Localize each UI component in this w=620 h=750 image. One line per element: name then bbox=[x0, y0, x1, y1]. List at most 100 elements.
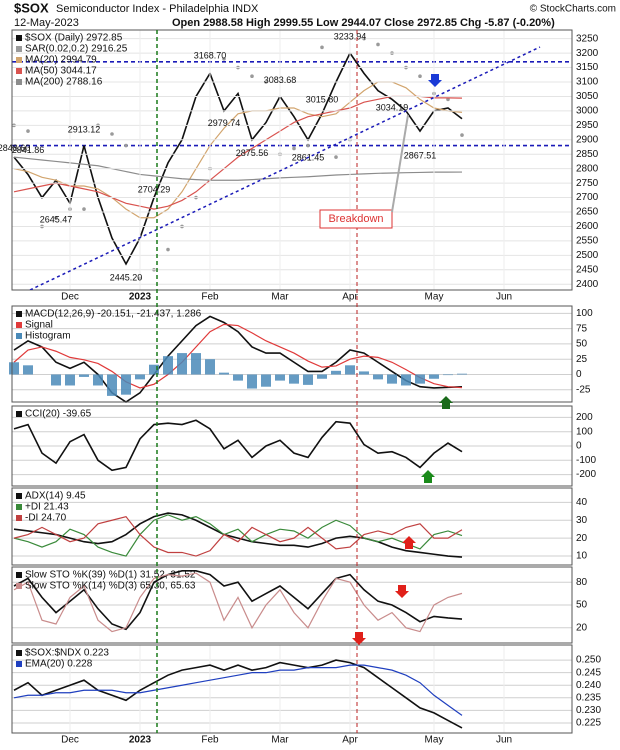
annotation: Breakdown bbox=[328, 213, 383, 225]
signal-arrow bbox=[395, 585, 409, 598]
legend-label: SAR(0.02,0.2) 2916.25 bbox=[25, 44, 128, 55]
legend-label: Signal bbox=[25, 320, 53, 331]
pivot-label: 2979.74 bbox=[208, 118, 241, 128]
y-tick-label: 3100 bbox=[576, 77, 599, 88]
y-tick-label: 0.250 bbox=[576, 655, 601, 666]
legend-swatch bbox=[16, 68, 22, 74]
pivot-label: 2867.51 bbox=[404, 151, 437, 161]
y-tick-label: 0 bbox=[576, 441, 582, 452]
x-tick-label: 2023 bbox=[129, 292, 152, 303]
y-tick-label: 100 bbox=[576, 308, 593, 319]
histogram-bar bbox=[261, 374, 271, 387]
series-line bbox=[13, 95, 463, 210]
histogram-bar bbox=[79, 374, 89, 377]
panel-frame bbox=[11, 644, 573, 734]
y-tick-label: 30 bbox=[576, 515, 588, 526]
sar-dot bbox=[54, 215, 58, 220]
histogram-bar bbox=[387, 374, 397, 384]
series-line bbox=[13, 515, 463, 557]
legend-label: $SOX (Daily) 2972.85 bbox=[25, 33, 123, 44]
panel-frame bbox=[11, 487, 573, 566]
legend-swatch bbox=[16, 493, 22, 499]
legend-label: MA(50) 3044.17 bbox=[25, 66, 97, 77]
sar-dot bbox=[292, 146, 296, 151]
x-tick-label: May bbox=[425, 292, 444, 303]
histogram-bar bbox=[275, 374, 285, 381]
y-tick-label: 2800 bbox=[576, 163, 599, 174]
y-tick-label: 3000 bbox=[576, 106, 599, 117]
y-tick-label: 2600 bbox=[576, 221, 599, 232]
legend-swatch bbox=[16, 46, 22, 52]
legend-label: Slow STO %K(14) %D(3) 65.30, 65.63 bbox=[25, 581, 196, 592]
legend-label: CCI(20) -39.65 bbox=[25, 409, 92, 420]
y-tick-label: 20 bbox=[576, 533, 588, 544]
y-tick-label: 75 bbox=[576, 323, 588, 334]
y-tick-label: 40 bbox=[576, 497, 588, 508]
legend-label: +DI 21.43 bbox=[25, 502, 69, 513]
date: 12-May-2023 bbox=[14, 17, 79, 29]
panel-frame bbox=[11, 405, 573, 487]
series-line bbox=[13, 323, 463, 389]
sar-dot bbox=[82, 207, 86, 211]
legend-label: -DI 24.70 bbox=[25, 513, 67, 524]
y-tick-label: 2550 bbox=[576, 236, 599, 247]
histogram-bar bbox=[51, 374, 61, 386]
series-line bbox=[13, 156, 463, 181]
histogram-bar bbox=[429, 374, 439, 379]
pivot-label: 2445.20 bbox=[110, 273, 143, 283]
sar-dot bbox=[110, 132, 114, 136]
legend-swatch bbox=[16, 79, 22, 85]
legend-swatch bbox=[16, 504, 22, 510]
y-tick-label: 2900 bbox=[576, 134, 599, 145]
histogram-bar bbox=[247, 374, 257, 389]
sar-dot bbox=[460, 133, 464, 137]
pivot-label: 3015.80 bbox=[306, 95, 339, 105]
annotation-pointer bbox=[391, 114, 409, 213]
sar-dot bbox=[222, 57, 226, 61]
histogram-bar bbox=[9, 362, 19, 375]
y-tick-label: 100 bbox=[576, 426, 593, 437]
sar-dot bbox=[26, 129, 30, 133]
symbol: $SOX bbox=[14, 0, 49, 15]
y-tick-label: 0 bbox=[576, 369, 582, 380]
histogram-bar bbox=[163, 356, 173, 375]
x-tick-label: Jun bbox=[496, 292, 512, 303]
title: Semiconductor Index - Philadelphia INDX bbox=[56, 3, 259, 15]
y-tick-label: 3200 bbox=[576, 48, 599, 59]
annotation-box bbox=[319, 209, 393, 229]
legend-label: MACD(12,26,9) -20.151, -21.437, 1.286 bbox=[25, 309, 202, 320]
credit: © StockCharts.com bbox=[530, 4, 616, 15]
y-tick-label: -200 bbox=[576, 469, 596, 480]
histogram-bar bbox=[177, 353, 187, 375]
histogram-bar bbox=[317, 374, 327, 379]
histogram-bar bbox=[65, 374, 75, 386]
x-tick-label: Feb bbox=[201, 292, 219, 303]
trendline bbox=[29, 46, 541, 290]
quote: Open 2988.58 High 2999.55 Low 2944.07 Cl… bbox=[172, 17, 555, 29]
y-tick-label: 3050 bbox=[576, 91, 599, 102]
legend-swatch bbox=[16, 35, 22, 41]
pivot-label: 2841.86 bbox=[12, 145, 45, 155]
histogram-bar bbox=[303, 374, 313, 385]
pivot-label: 3233.94 bbox=[334, 32, 367, 42]
sar-dot bbox=[250, 74, 254, 79]
legend-label: Slow STO %K(39) %D(1) 31.52, 31.52 bbox=[25, 570, 196, 581]
y-tick-label: 0.235 bbox=[576, 692, 601, 703]
y-tick-label: 10 bbox=[576, 551, 588, 562]
histogram-bar bbox=[457, 373, 467, 375]
histogram-bar bbox=[331, 370, 341, 375]
series-line bbox=[13, 664, 463, 716]
legend-swatch bbox=[16, 57, 22, 63]
legend-swatch bbox=[16, 650, 22, 656]
x-tick-label: Dec bbox=[61, 735, 79, 746]
y-tick-label: 20 bbox=[576, 622, 588, 633]
histogram-bar bbox=[373, 374, 383, 380]
x-tick-label: Jun bbox=[496, 735, 512, 746]
y-tick-label: 2950 bbox=[576, 120, 599, 131]
x-tick-label: May bbox=[425, 735, 444, 746]
y-tick-label: 2500 bbox=[576, 250, 599, 261]
histogram-bar bbox=[149, 364, 159, 375]
x-tick-label: Feb bbox=[201, 735, 219, 746]
y-tick-label: 200 bbox=[576, 412, 593, 423]
y-tick-label: 0.245 bbox=[576, 667, 601, 678]
